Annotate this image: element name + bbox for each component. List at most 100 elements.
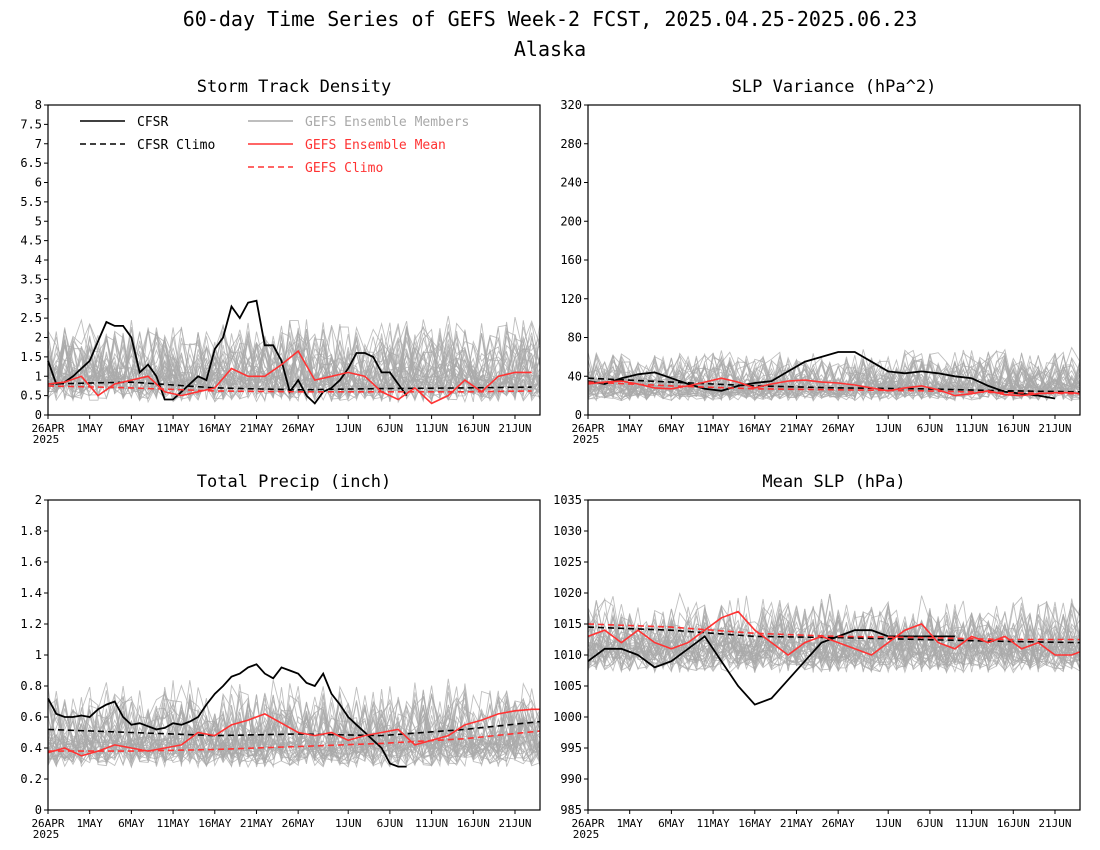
x-tick-label: 11JUN	[415, 817, 448, 830]
y-tick-label: 1	[35, 648, 42, 662]
y-tick-label: 0.4	[20, 741, 42, 755]
x-tick-label: 16JUN	[457, 817, 490, 830]
chart-panel: Mean SLP (hPa) 985 990 995 1000 1005 1010 1015 1…	[553, 472, 1081, 841]
x-year-label: 2025	[33, 433, 60, 446]
ensemble-member-line	[47, 699, 541, 768]
x-tick-label: 1MAY	[616, 422, 643, 435]
legend-label: CFSR Climo	[137, 138, 215, 153]
chart-title: Total Precip (inch)	[197, 472, 391, 492]
y-tick-label: 320	[560, 98, 582, 112]
ensemble-member-line	[47, 682, 541, 768]
ensemble-member-line	[47, 695, 541, 767]
y-tick-label: 1035	[553, 493, 582, 507]
x-tick-label: 26MAY	[822, 422, 855, 435]
y-tick-label: 0.5	[20, 389, 42, 403]
x-tick-label: 6MAY	[118, 422, 145, 435]
x-tick-label: 16MAY	[738, 422, 771, 435]
ensemble-members	[587, 592, 1081, 675]
y-tick-label: 995	[560, 741, 582, 755]
cfsr-line	[587, 351, 1056, 400]
gefs-ensemble-mean-line	[587, 610, 1081, 656]
x-tick-label: 16MAY	[738, 817, 771, 830]
x-tick-label: 1JUN	[335, 817, 362, 830]
x-tick-label: 21MAY	[240, 422, 273, 435]
y-tick-label: 1005	[553, 679, 582, 693]
y-tick-label: 120	[560, 292, 582, 306]
x-tick-label: 21MAY	[780, 817, 813, 830]
y-tick-label: 5	[35, 214, 42, 228]
gefs-ensemble-mean-line	[47, 708, 540, 757]
chart-panel: Storm Track Density 0 0.5 1 1.5 2 2.5 3 3.5 4 4.5 5…	[20, 77, 541, 446]
y-tick-label: 0	[35, 408, 42, 422]
y-tick-label: 1020	[553, 586, 582, 600]
y-tick-label: 80	[568, 331, 582, 345]
y-tick-label: 2	[35, 331, 42, 345]
y-tick-label: 4	[35, 253, 42, 267]
legend-label: GEFS Ensemble Members	[305, 115, 469, 130]
y-tick-label: 1025	[553, 555, 582, 569]
x-tick-label: 16JUN	[997, 817, 1030, 830]
cfsr-line	[47, 299, 408, 405]
y-tick-label: 3.5	[20, 272, 42, 286]
y-tick-label: 160	[560, 253, 582, 267]
y-tick-label: 1030	[553, 524, 582, 538]
y-tick-label: 3	[35, 292, 42, 306]
x-tick-label: 26APR	[31, 817, 64, 830]
x-tick-label: 16JUN	[457, 422, 490, 435]
gefs-climo-line	[587, 381, 1081, 395]
x-tick-label: 11MAY	[697, 422, 730, 435]
chart-panel: SLP Variance (hPa^2) 0 40 80 120 160 200 240 280…	[560, 77, 1081, 446]
y-tick-label: 1.2	[20, 617, 42, 631]
y-tick-label: 7.5	[20, 117, 42, 131]
cfsr-line	[587, 629, 955, 706]
y-tick-label: 40	[568, 369, 582, 383]
x-tick-label: 21JUN	[498, 422, 531, 435]
x-tick-label: 11JUN	[955, 817, 988, 830]
gefs-ensemble-mean-line	[47, 349, 532, 405]
y-tick-label: 1.6	[20, 555, 42, 569]
ensemble-member-line	[587, 354, 1081, 402]
y-tick-label: 0	[35, 803, 42, 817]
x-tick-label: 6JUN	[917, 817, 944, 830]
ensemble-member-line	[47, 330, 541, 401]
chart-title: Mean SLP (hPa)	[762, 472, 905, 492]
x-tick-label: 26MAY	[282, 817, 315, 830]
x-tick-label: 1MAY	[76, 817, 103, 830]
x-tick-label: 11MAY	[697, 817, 730, 830]
legend: CFSR CFSR Climo GEFS Ensemble Members GEFS …	[80, 115, 469, 176]
y-tick-label: 5.5	[20, 195, 42, 209]
y-tick-label: 1010	[553, 648, 582, 662]
x-tick-label: 11JUN	[415, 422, 448, 435]
y-tick-label: 200	[560, 214, 582, 228]
ensemble-member-line	[587, 355, 1081, 402]
x-tick-label: 6MAY	[658, 422, 685, 435]
y-tick-label: 4.5	[20, 234, 42, 248]
gefs-climo-line	[48, 730, 541, 752]
x-year-label: 2025	[33, 828, 60, 841]
x-tick-label: 1JUN	[335, 422, 362, 435]
y-tick-label: 2.5	[20, 311, 42, 325]
x-tick-label: 1MAY	[616, 817, 643, 830]
x-tick-label: 21MAY	[780, 422, 813, 435]
plot-frame	[47, 499, 541, 811]
y-tick-label: 8	[35, 98, 42, 112]
y-tick-label: 280	[560, 137, 582, 151]
x-tick-label: 6JUN	[377, 817, 404, 830]
ensemble-member-line	[47, 326, 541, 402]
cfsr-climo-line	[47, 720, 541, 737]
y-tick-label: 0.2	[20, 772, 42, 786]
chart-title: SLP Variance (hPa^2)	[732, 77, 937, 97]
y-tick-label: 7	[35, 137, 42, 151]
ensemble-member-line	[587, 350, 1081, 401]
x-tick-label: 21MAY	[240, 817, 273, 830]
x-tick-label: 21JUN	[498, 817, 531, 830]
y-tick-label: 1	[35, 369, 42, 383]
ensemble-member-line	[47, 322, 541, 403]
gefs-climo-line	[587, 623, 1080, 641]
cfsr-climo-line	[587, 626, 1081, 644]
y-tick-label: 6	[35, 176, 42, 190]
ensemble-member-line	[47, 693, 541, 769]
x-tick-label: 6MAY	[118, 817, 145, 830]
legend-label: CFSR	[137, 115, 168, 130]
